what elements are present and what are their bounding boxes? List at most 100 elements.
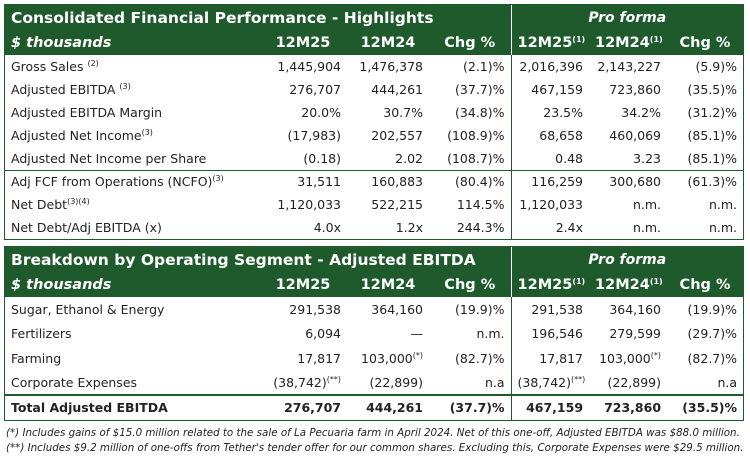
cell: Net Debt/Adj EBITDA (x) <box>11 220 162 235</box>
cell-text: 103,000 <box>361 350 413 366</box>
cell: Sugar, Ethanol & Energy <box>11 301 165 317</box>
cell-text: 103,000 <box>599 350 651 366</box>
cell: 30.7% <box>383 105 423 120</box>
header-cell: Chg % <box>667 31 743 55</box>
data-row: Net Debt/Adj EBITDA (x) 4.0x 1.2x 244.3% 2.4… <box>5 216 743 239</box>
cell: 444,261 <box>347 394 429 420</box>
cell: 279,599 <box>609 326 662 342</box>
data-row: Adj FCF from Operations (NCFO)(3) 31,511 1… <box>5 169 743 193</box>
cell-text: (38,742) <box>517 374 572 390</box>
cell: 17,817 <box>297 350 341 366</box>
cell: (61.3)% <box>667 169 743 193</box>
footnote: (*) Includes gains of $15.0 million rela… <box>6 427 740 439</box>
cell-text: Gross Sales <box>11 59 88 74</box>
cell: Net Debt(3)(4) <box>5 193 259 216</box>
table-title: Consolidated Financial Performance - Hig… <box>5 5 511 31</box>
cell: Adjusted Net Income per Share <box>11 150 207 166</box>
footnote-mark: (2) <box>87 59 99 68</box>
cell-text: 12M25 <box>517 35 573 51</box>
cell-text: Adjusted EBITDA <box>11 82 120 97</box>
cell: n.m. <box>708 197 737 212</box>
cell: 114.5% <box>456 197 505 212</box>
cell: (108.7)% <box>447 150 505 166</box>
cell: (0.18) <box>303 150 341 166</box>
header-cell: 12M25 <box>259 273 347 297</box>
pro-forma-label: Pro forma <box>510 247 744 273</box>
title-row: Breakdown by Operating Segment - Adjuste… <box>5 247 744 273</box>
footnote-mark: (3)(4) <box>67 197 90 206</box>
cell: 116,259 <box>510 169 589 193</box>
cell-text: 12M24 <box>595 277 650 293</box>
cell: 2.4x <box>510 216 589 239</box>
cell: 467,159 <box>510 78 589 101</box>
cell-text: (38,742) <box>273 374 327 390</box>
footnote-mark: (**) <box>326 374 341 384</box>
cell: 103,000(*) <box>589 346 667 371</box>
cell: 467,159 <box>510 394 590 420</box>
cell: n.m. <box>632 197 661 212</box>
cell-text: 12M25 <box>517 277 573 293</box>
cell: (85.1)% <box>687 150 737 166</box>
pro-forma-label: Pro forma <box>510 5 743 31</box>
cell: (80.4)% <box>429 169 511 193</box>
cell: 1,445,904 <box>277 59 341 74</box>
cell: 276,707 <box>289 82 341 97</box>
footnote-mark: (1) <box>572 277 586 286</box>
cell: (35.5)% <box>667 394 744 420</box>
cell: (22,899) <box>369 374 424 390</box>
cell: 1,120,033 <box>277 197 341 212</box>
cell: 2,143,227 <box>597 59 661 74</box>
table-title: Breakdown by Operating Segment - Adjuste… <box>5 247 512 273</box>
cell: Adjusted EBITDA (3) <box>5 78 259 101</box>
cell: Corporate Expenses <box>11 374 138 390</box>
cell: 4.0x <box>313 220 341 235</box>
cell: 364,160 <box>609 301 662 317</box>
cell: 1.2x <box>395 220 423 235</box>
data-row: Net Debt(3)(4) 1,120,033 522,215 114.5% 1,12… <box>5 193 743 216</box>
header-cell: Chg % <box>429 273 512 297</box>
footnote-mark: (*) <box>650 350 662 360</box>
cell: (85.1)% <box>687 128 737 143</box>
cell: Adjusted EBITDA Margin <box>11 105 163 120</box>
data-row: Gross Sales (2) 1,445,904 1,476,378 (2.1)% 2… <box>5 55 743 78</box>
footnote-mark: (3) <box>141 128 153 137</box>
cell: 723,860 <box>589 394 668 420</box>
footnote-mark: (1) <box>649 277 663 286</box>
cell: 103,000(*) <box>347 346 429 371</box>
header-cell: Chg % <box>667 273 744 297</box>
cell: Fertilizers <box>11 326 72 342</box>
header-row: $ thousands 12M25 12M24 Chg % 12M25(1) 12M24(… <box>5 273 744 297</box>
cell: (82.7)% <box>687 350 738 366</box>
cell: 522,215 <box>371 197 423 212</box>
cell: 3.23 <box>633 150 661 166</box>
header-cell: 12M24 <box>347 31 429 55</box>
cell: 460,069 <box>609 128 661 143</box>
cell: 17,817 <box>510 346 590 371</box>
cell: 202,557 <box>371 128 423 143</box>
footnotes: (*) Includes gains of $15.0 million rela… <box>6 426 746 456</box>
cell: 276,707 <box>259 394 347 420</box>
cell: Farming <box>11 350 62 366</box>
cell-text: Adj FCF from Operations (NCFO) <box>11 174 213 190</box>
cell: (17,983) <box>287 128 342 143</box>
footnote: (**) Includes $9.2 million of one-offs f… <box>6 442 744 454</box>
cell: (5.9)% <box>695 59 737 74</box>
cell: Adj FCF from Operations (NCFO)(3) <box>5 169 259 193</box>
cell: 364,160 <box>371 301 423 317</box>
cell: 723,860 <box>609 82 661 97</box>
cell: n.m. <box>632 220 661 235</box>
cell: (35.5)% <box>687 82 737 97</box>
cell: 444,261 <box>371 82 423 97</box>
footnote-mark: (1) <box>572 35 586 44</box>
data-row: Fertilizers 6,094 — n.m. 196,546 279,599 (29.7… <box>5 321 743 346</box>
footnote-mark: (3) <box>212 174 224 184</box>
data-row: Corporate Expenses (38,742)(**) (22,899) n.… <box>5 370 743 396</box>
cell: Adjusted Net Income(3) <box>5 124 259 147</box>
cell: (38,742)(**) <box>259 371 347 396</box>
cell: 20.0% <box>301 105 341 120</box>
cell: 31,511 <box>259 169 347 193</box>
header-cell: 12M25(1) <box>510 31 589 55</box>
cell: (19.9)% <box>455 301 505 317</box>
data-row: Total Adjusted EBITDA 276,707 444,261 (37.7… <box>5 394 744 420</box>
